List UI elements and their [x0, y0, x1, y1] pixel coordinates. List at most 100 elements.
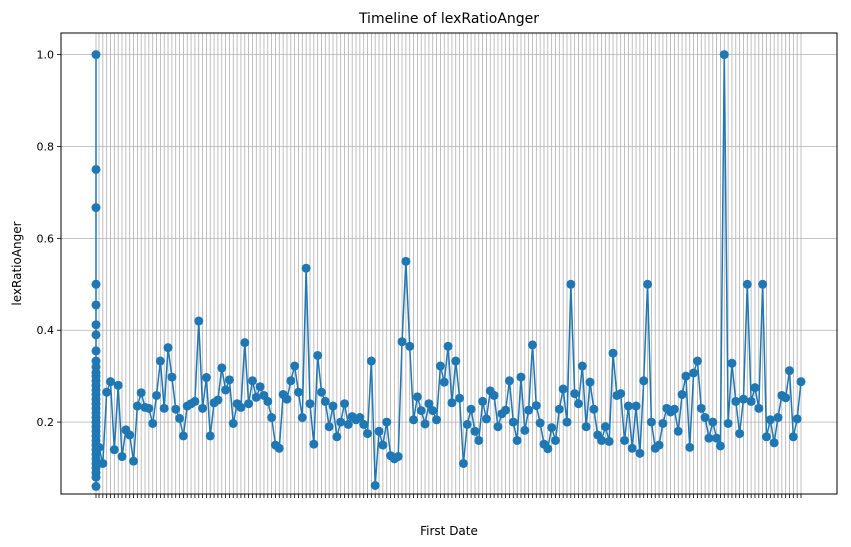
- data-point: [251, 392, 261, 402]
- data-point: [600, 422, 610, 432]
- data-point: [405, 341, 415, 351]
- grid: [61, 33, 837, 494]
- data-point: [478, 396, 488, 406]
- data-point: [685, 442, 695, 452]
- data-point: [620, 435, 630, 445]
- data-point: [466, 404, 476, 414]
- y-tick-label: 0.4: [37, 324, 55, 337]
- data-point: [91, 330, 101, 340]
- data-point: [681, 371, 691, 381]
- data-point: [608, 348, 618, 358]
- chart-title: Timeline of lexRatioAnger: [358, 11, 539, 27]
- data-point: [643, 279, 653, 289]
- data-point: [198, 403, 208, 413]
- data-point: [512, 435, 522, 445]
- data-point: [175, 413, 185, 423]
- data-point: [562, 417, 572, 427]
- data-point: [106, 377, 116, 387]
- data-point: [796, 377, 806, 387]
- data-point: [370, 481, 380, 490]
- x-axis-label: First Date: [420, 524, 478, 538]
- data-point: [746, 396, 756, 406]
- data-point: [738, 394, 748, 404]
- y-tick-label: 0.2: [37, 416, 55, 429]
- data-point: [194, 316, 204, 326]
- data-point: [654, 440, 664, 450]
- data-point: [286, 376, 296, 386]
- data-point: [374, 426, 384, 436]
- y-tick-label: 0.8: [37, 140, 55, 153]
- data-point: [754, 403, 764, 413]
- y-ticks: 0.2 0.4 0.6 0.8 1.0: [37, 49, 61, 429]
- data-point: [765, 415, 775, 425]
- data-point: [213, 395, 223, 405]
- data-point: [658, 418, 668, 428]
- data-point: [359, 419, 369, 429]
- data-point: [543, 444, 553, 454]
- data-point: [178, 431, 188, 441]
- data-point: [773, 413, 783, 423]
- data-point: [535, 418, 545, 428]
- data-point: [708, 417, 718, 427]
- data-point: [516, 372, 526, 382]
- data-point: [343, 419, 353, 429]
- data-point: [547, 423, 557, 433]
- data-point: [167, 372, 177, 382]
- data-point: [244, 399, 254, 409]
- data-point: [393, 452, 403, 462]
- data-point: [240, 338, 250, 348]
- data-point: [129, 456, 139, 466]
- data-point: [627, 443, 637, 453]
- data-point: [673, 426, 683, 436]
- data-point: [550, 435, 560, 445]
- data-point: [91, 164, 101, 174]
- data-point: [589, 404, 599, 414]
- data-point: [470, 426, 480, 436]
- data-point: [585, 377, 595, 387]
- data-point: [91, 50, 101, 60]
- data-point: [274, 443, 284, 453]
- data-point: [363, 429, 373, 439]
- data-point: [336, 417, 346, 427]
- data-point: [397, 337, 407, 347]
- data-point: [443, 341, 453, 351]
- data-point: [531, 401, 541, 411]
- data-point: [769, 438, 779, 448]
- data-point: [382, 417, 392, 427]
- data-point: [340, 399, 350, 409]
- data-point: [263, 396, 273, 406]
- data-point: [581, 422, 591, 432]
- data-point: [420, 419, 430, 429]
- data-point: [163, 343, 173, 353]
- data-point: [792, 414, 802, 424]
- data-point: [577, 361, 587, 371]
- data-point: [439, 377, 449, 387]
- data-point: [761, 432, 771, 442]
- data-point: [597, 435, 607, 445]
- data-point: [205, 431, 215, 441]
- data-point: [447, 398, 457, 408]
- data-point: [554, 404, 564, 414]
- data-point: [316, 387, 326, 397]
- data-point: [727, 358, 737, 368]
- data-point: [474, 435, 484, 445]
- data-point: [566, 279, 576, 289]
- data-point: [412, 392, 422, 402]
- data-point: [91, 320, 101, 330]
- data-point: [282, 394, 292, 404]
- data-point: [416, 406, 426, 416]
- data-point: [91, 472, 101, 482]
- y-axis-label: lexRatioAnger: [10, 221, 24, 305]
- data-point: [217, 363, 227, 373]
- data-point: [558, 384, 568, 394]
- data-point: [669, 404, 679, 414]
- data-point: [152, 390, 162, 400]
- data-point: [236, 402, 246, 412]
- data-point: [696, 403, 706, 413]
- data-point: [639, 376, 649, 386]
- data-point: [91, 346, 101, 356]
- data-point: [704, 433, 714, 443]
- data-point: [635, 448, 645, 458]
- data-point: [148, 418, 158, 428]
